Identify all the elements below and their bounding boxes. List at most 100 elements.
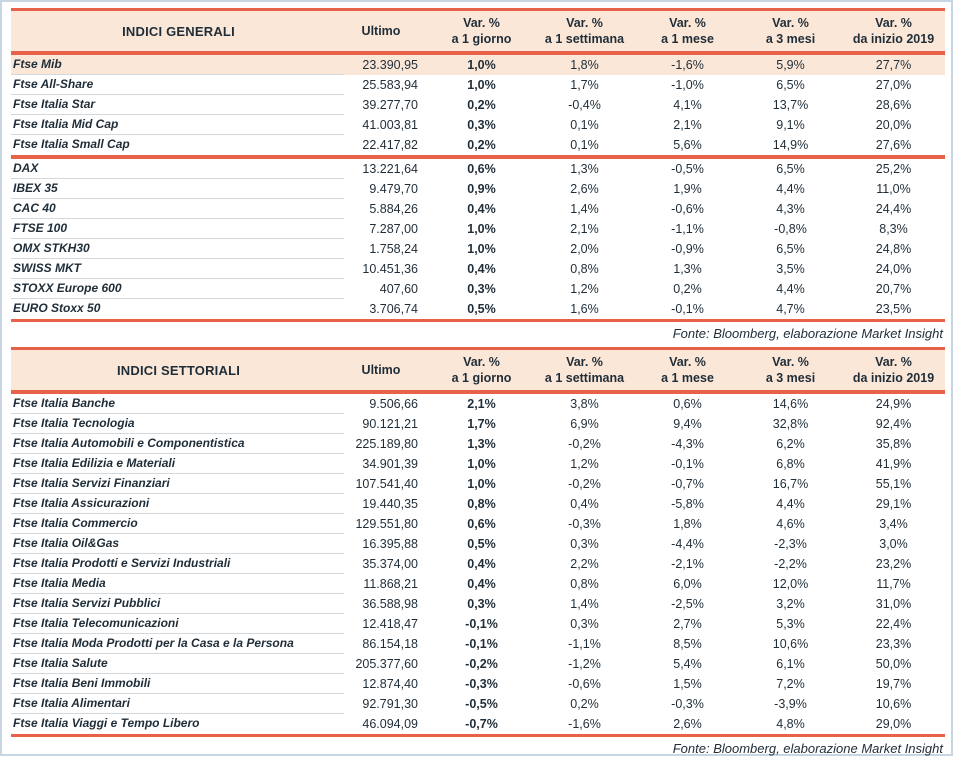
var-value: 27,6% xyxy=(875,138,912,152)
var-value: 6,5% xyxy=(776,242,805,256)
indici-settoriali-table: INDICI SETTORIALI Ultimo Var. % a 1 giorno V… xyxy=(11,347,945,737)
ultimo-value: 46.094,09 xyxy=(362,717,418,731)
table-header: INDICI GENERALI Ultimo Var. % a 1 giorno Var… xyxy=(11,11,945,51)
var-value: 7,2% xyxy=(776,677,805,691)
var-value: 20,7% xyxy=(875,282,912,296)
index-name: Ftse Italia Alimentari xyxy=(11,694,344,714)
index-name: Ftse Italia Servizi Pubblici xyxy=(11,594,344,614)
table-row: Ftse All-Share 25.583,94 1,0% 1,7% -1,0% 6,5%… xyxy=(11,75,945,95)
var-value: 0,1% xyxy=(570,118,599,132)
column-header-line1: Var. % xyxy=(669,355,706,369)
var-value: -0,7% xyxy=(671,477,704,491)
var-value: 28,6% xyxy=(875,98,912,112)
var-value: 14,6% xyxy=(772,397,809,411)
var-value: 3,8% xyxy=(570,397,599,411)
table-title: INDICI GENERALI xyxy=(122,23,235,39)
var-value: 4,8% xyxy=(776,717,805,731)
var-value: 1,8% xyxy=(673,517,702,531)
column-header-var: Var. % da inizio 2019 xyxy=(842,350,945,390)
ultimo-value: 11.868,21 xyxy=(363,577,418,591)
var-value: -0,5% xyxy=(671,162,704,176)
table-row: Ftse Italia Small Cap 22.417,82 0,2% 0,1% 5,… xyxy=(11,135,945,155)
source-note: Fonte: Bloomberg, elaborazione Market In… xyxy=(672,326,943,341)
var-value: 10,6% xyxy=(772,637,809,651)
var-value: -1,0% xyxy=(671,78,704,92)
column-header-line2: a 1 settimana xyxy=(544,371,625,385)
index-name: Ftse Italia Media xyxy=(11,574,344,594)
var-value: 2,0% xyxy=(570,242,599,256)
var-value: 24,8% xyxy=(875,242,912,256)
var-value: 0,3% xyxy=(467,282,496,296)
var-value: 0,1% xyxy=(570,138,599,152)
index-name: Ftse Italia Salute xyxy=(11,654,344,674)
index-name: Ftse Italia Beni Immobili xyxy=(11,674,344,694)
column-header-ultimo: Ultimo xyxy=(361,24,401,38)
var-value: -0,1% xyxy=(465,637,498,651)
column-header-line2: a 1 mese xyxy=(661,371,714,385)
column-header-line1: Var. % xyxy=(463,355,500,369)
var-value: 0,4% xyxy=(570,497,599,511)
var-value: 2,1% xyxy=(570,222,599,236)
table-row: Ftse Italia Mid Cap 41.003,81 0,3% 0,1% 2,1%… xyxy=(11,115,945,135)
var-value: 1,4% xyxy=(570,597,599,611)
index-name: Ftse Italia Mid Cap xyxy=(11,115,344,135)
index-name: Ftse Italia Star xyxy=(11,95,344,115)
var-value: 14,9% xyxy=(772,138,809,152)
ultimo-value: 10.451,36 xyxy=(362,262,418,276)
column-header-var: Var. % a 1 settimana xyxy=(533,11,636,51)
var-value: 0,3% xyxy=(467,597,496,611)
index-name: Ftse Italia Automobili e Componentistica xyxy=(11,434,344,454)
var-value: -0,2% xyxy=(465,657,498,671)
index-name: Ftse All-Share xyxy=(11,75,344,95)
var-value: 5,3% xyxy=(776,617,805,631)
source-note: Fonte: Bloomberg, elaborazione Market In… xyxy=(672,741,943,756)
var-value: 4,6% xyxy=(776,517,805,531)
header-divider xyxy=(11,390,945,394)
column-header-var: Var. % a 1 giorno xyxy=(430,11,533,51)
index-name: Ftse Italia Commercio xyxy=(11,514,344,534)
ultimo-value: 34.901,39 xyxy=(362,457,418,471)
var-value: 1,3% xyxy=(673,262,702,276)
var-value: 1,5% xyxy=(673,677,702,691)
table-row: OMX STKH30 1.758,24 1,0% 2,0% -0,9% 6,5% 24,8% xyxy=(11,239,945,259)
ultimo-value: 19.440,35 xyxy=(362,497,418,511)
table-row: Ftse Italia Star 39.277,70 0,2% -0,4% 4,1% 13… xyxy=(11,95,945,115)
var-value: 29,0% xyxy=(875,717,912,731)
var-value: 0,6% xyxy=(673,397,702,411)
column-header-var: Var. % a 3 mesi xyxy=(739,11,842,51)
section-divider xyxy=(11,155,945,159)
var-value: -0,3% xyxy=(671,697,704,711)
table-row: Ftse Italia Telecomunicazioni 12.418,47 -0… xyxy=(11,614,945,634)
ultimo-value: 13.221,64 xyxy=(362,162,418,176)
var-value: 0,4% xyxy=(467,557,496,571)
index-name: Ftse Italia Banche xyxy=(11,394,344,414)
var-value: 8,3% xyxy=(879,222,908,236)
var-value: 25,2% xyxy=(875,162,912,176)
var-value: 2,6% xyxy=(673,717,702,731)
var-value: 1,3% xyxy=(570,162,599,176)
column-header-var: Var. % a 3 mesi xyxy=(739,350,842,390)
index-name: Ftse Italia Servizi Finanziari xyxy=(11,474,344,494)
table-row: EURO Stoxx 50 3.706,74 0,5% 1,6% -0,1% 4,7% 23… xyxy=(11,299,945,319)
var-value: 0,2% xyxy=(673,282,702,296)
column-header-line2: a 1 mese xyxy=(661,32,714,46)
table-row: Ftse Mib 23.390,95 1,0% 1,8% -1,6% 5,9% 27,7% xyxy=(11,55,945,75)
var-value: 13,7% xyxy=(772,98,809,112)
var-value: 3,4% xyxy=(879,517,908,531)
index-name: Ftse Italia Prodotti e Servizi Industria… xyxy=(11,554,344,574)
column-header-line1: Var. % xyxy=(875,355,912,369)
var-value: 6,0% xyxy=(673,577,702,591)
var-value: 1,8% xyxy=(570,58,599,72)
var-value: 0,4% xyxy=(467,577,496,591)
column-header-line2: da inizio 2019 xyxy=(852,32,935,46)
index-name: Ftse Mib xyxy=(11,55,344,75)
ultimo-value: 9.506,66 xyxy=(369,397,418,411)
var-value: 4,3% xyxy=(776,202,805,216)
var-value: -1,2% xyxy=(568,657,601,671)
column-header-line2: a 1 giorno xyxy=(451,32,512,46)
var-value: 4,4% xyxy=(776,497,805,511)
table-row: STOXX Europe 600 407,60 0,3% 1,2% 0,2% 4,4% 20… xyxy=(11,279,945,299)
var-value: 0,2% xyxy=(467,98,496,112)
ultimo-value: 22.417,82 xyxy=(362,138,418,152)
var-value: 24,9% xyxy=(875,397,912,411)
